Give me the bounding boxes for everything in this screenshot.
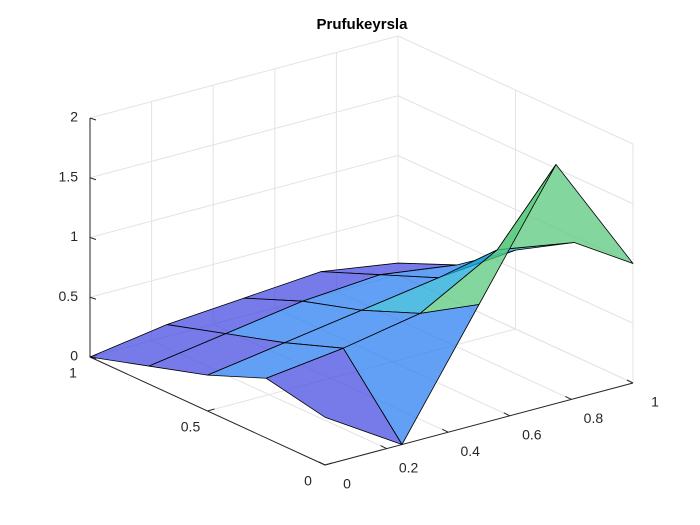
grid-line <box>397 214 634 324</box>
y-tick <box>324 462 333 466</box>
y-tick-label: 0 <box>304 473 312 489</box>
grid-line <box>89 155 399 238</box>
z-tick-label: 1.5 <box>59 168 79 184</box>
x-tick-label: 0.6 <box>522 427 542 443</box>
x-tick <box>318 461 326 466</box>
grid-line <box>89 214 399 298</box>
y-tick-label: 0.5 <box>181 419 201 435</box>
chart-title: Prufukeyrsla <box>317 16 409 33</box>
x-tick-label: 0.4 <box>460 443 480 459</box>
grid-line <box>89 35 399 119</box>
y-tick-label: 1 <box>69 365 77 381</box>
x-tick <box>380 445 387 450</box>
x-tick <box>441 428 449 433</box>
grid-line <box>89 95 399 179</box>
grid-line <box>397 95 634 205</box>
surface-face <box>265 347 403 445</box>
x-tick-label: 0.2 <box>399 459 419 475</box>
z-tick-label: 0.5 <box>59 288 79 304</box>
x-tick-label: 1 <box>651 394 659 410</box>
grid-line <box>397 35 634 145</box>
x-tick <box>503 412 511 417</box>
z-tick-label: 1 <box>70 228 78 244</box>
z-tick <box>89 177 97 181</box>
z-tick <box>89 237 97 240</box>
x-tick <box>565 395 572 400</box>
x-axis <box>324 382 634 466</box>
z-tick-label: 2 <box>70 109 78 125</box>
z-tick <box>89 296 97 300</box>
x-tick-label: 0.8 <box>584 410 604 426</box>
z-tick-label: 0 <box>70 348 78 364</box>
x-tick-label: 0 <box>343 476 351 492</box>
z-tick <box>89 117 97 121</box>
y-tick <box>207 408 215 412</box>
x-tick <box>626 379 634 384</box>
